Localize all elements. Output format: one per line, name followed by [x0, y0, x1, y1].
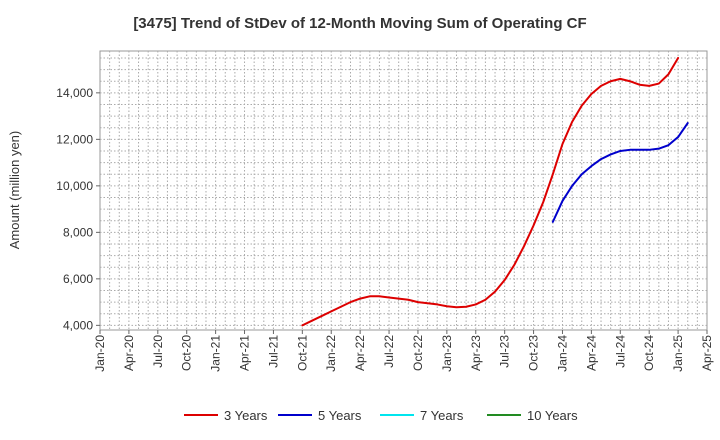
legend-label-7-years: 7 Years: [420, 408, 464, 423]
y-tick-label: 14,000: [56, 86, 93, 100]
y-axis-title: Amount (million yen): [7, 131, 22, 250]
x-tick-label: Jan-21: [209, 335, 223, 372]
y-tick-label: 10,000: [56, 179, 93, 193]
series-line-5-years: [551, 122, 689, 223]
x-tick-label: Apr-20: [122, 335, 136, 371]
chart-title: [3475] Trend of StDev of 12-Month Moving…: [133, 15, 586, 32]
x-tick-label: Oct-20: [180, 335, 194, 371]
x-axis-ticks: Jan-20 Apr-20 Jul-20 Oct-20 Jan-21 Apr-21 Jul-…: [93, 330, 714, 372]
x-tick-label: Apr-24: [584, 335, 598, 371]
x-tick-label: Jan-24: [555, 335, 569, 372]
x-tick-label: Oct-23: [527, 335, 541, 371]
y-tick-label: 8,000: [63, 225, 93, 239]
x-tick-label: Oct-24: [642, 335, 656, 371]
x-tick-label: Oct-22: [411, 335, 425, 371]
y-axis-ticks: 4,000 6,000 8,000 10,000 12,000 14,000: [56, 86, 100, 332]
x-tick-label: Apr-25: [700, 335, 714, 371]
x-tick-label: Apr-22: [353, 335, 367, 371]
plot-area: [99, 50, 708, 331]
x-tick-label: Jul-22: [382, 335, 396, 368]
grid-lines: [100, 51, 707, 330]
x-tick-label: Jul-20: [151, 335, 165, 368]
x-tick-label: Apr-23: [469, 335, 483, 371]
y-tick-label: 4,000: [63, 318, 93, 332]
x-tick-label: Oct-21: [295, 335, 309, 371]
legend-label-3-years: 3 Years: [224, 408, 268, 423]
x-tick-label: Jul-23: [498, 335, 512, 368]
legend-label-10-years: 10 Years: [527, 408, 578, 423]
x-tick-label: Jul-21: [266, 335, 280, 368]
x-tick-label: Jan-25: [671, 335, 685, 372]
series-line-3-years: [301, 56, 680, 327]
x-tick-label: Jan-20: [93, 335, 107, 372]
x-tick-label: Apr-21: [238, 335, 252, 371]
y-tick-label: 6,000: [63, 272, 93, 286]
x-tick-label: Jul-24: [613, 335, 627, 368]
series-lines: [301, 56, 689, 327]
y-tick-label: 12,000: [56, 132, 93, 146]
x-tick-label: Jan-22: [324, 335, 338, 372]
legend: 3 Years 5 Years 7 Years 10 Years: [184, 408, 578, 423]
x-tick-label: Jan-23: [440, 335, 454, 372]
legend-label-5-years: 5 Years: [318, 408, 362, 423]
